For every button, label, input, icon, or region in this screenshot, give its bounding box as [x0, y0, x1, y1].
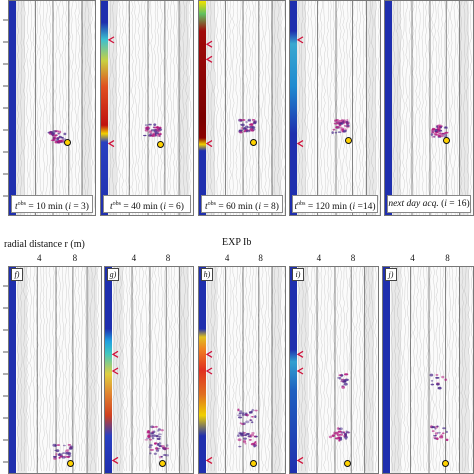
- top-panel-3: tobs = 60 min (i = 8): [198, 0, 286, 216]
- radial-tick-label: 4: [410, 253, 415, 263]
- top-panel-5: next day acq. (i = 16): [384, 0, 474, 216]
- panel-letter: g): [107, 268, 119, 281]
- well-location-marker: [344, 460, 351, 468]
- shaded-strip: [15, 1, 25, 215]
- radial-tick-label: 8: [165, 253, 171, 263]
- radargram-plot: [296, 267, 377, 473]
- bottom-panel-1: f): [8, 266, 102, 474]
- panel-caption: tobs = 40 min (i = 6): [103, 195, 191, 213]
- panel-letter: j): [385, 268, 397, 281]
- well-location-marker: [345, 137, 353, 145]
- well-location-marker: [159, 460, 166, 468]
- shaded-strip: [179, 267, 189, 473]
- saturation-colorbar: [105, 267, 112, 473]
- shaded-strip: [391, 267, 401, 473]
- top-panel-1: tobs = 10 min (i = 3): [8, 0, 96, 216]
- radargram-plot: [205, 1, 285, 215]
- panel-letter: h): [201, 268, 213, 281]
- saturation-colorbar: [290, 1, 297, 215]
- radargram-plot: [111, 267, 193, 473]
- experiment-label: EXP Ib: [222, 237, 252, 248]
- radial-tick-label: 8: [445, 253, 450, 263]
- well-location-marker: [63, 139, 71, 147]
- shaded-strip: [298, 267, 308, 473]
- shaded-strip: [17, 267, 27, 473]
- panel-caption: next day acq. (i = 16): [387, 195, 471, 213]
- shaded-strip: [364, 267, 374, 473]
- shaded-strip: [205, 1, 215, 215]
- panel-caption: tobs = 60 min (i = 8): [201, 195, 283, 213]
- saturation-colorbar: [385, 1, 392, 215]
- panel-caption: tobs = 120 min (i =14): [292, 195, 378, 213]
- radial-tick-label: 8: [258, 253, 263, 263]
- radargram-plot: [107, 1, 192, 215]
- well-location-marker: [441, 460, 449, 468]
- bottom-panel-3: h): [198, 266, 286, 474]
- radial-tick-label: 4: [131, 253, 137, 263]
- shaded-strip: [81, 1, 91, 215]
- well-location-marker: [67, 460, 75, 468]
- bottom-panel-2: g): [104, 266, 194, 474]
- saturation-colorbar: [199, 1, 206, 215]
- radial-tick-label: 4: [316, 253, 322, 263]
- axis-label: radial distance r (m): [4, 239, 85, 250]
- radargram-plot: [205, 267, 285, 473]
- saturation-colorbar: [101, 1, 108, 215]
- radial-tick-label: 4: [224, 253, 230, 263]
- radial-tick-label: 8: [72, 253, 78, 263]
- radargram-plot: [392, 1, 473, 215]
- radial-tick-label: 4: [36, 253, 42, 263]
- saturation-colorbar: [9, 267, 16, 473]
- shaded-strip: [391, 1, 401, 215]
- shaded-strip: [271, 267, 281, 473]
- well-location-marker: [250, 139, 258, 147]
- radargram-plot: [390, 267, 473, 473]
- bottom-panel-5: j): [382, 266, 474, 474]
- shaded-strip: [459, 1, 469, 215]
- saturation-colorbar: [383, 267, 390, 473]
- panel-letter: i): [292, 268, 304, 281]
- well-location-marker: [157, 141, 165, 149]
- top-panel-2: tobs = 40 min (i = 6): [100, 0, 194, 216]
- bottom-panel-4: i): [289, 266, 379, 474]
- shaded-strip: [107, 1, 117, 215]
- saturation-colorbar: [199, 267, 206, 473]
- saturation-colorbar: [9, 1, 16, 215]
- radargram-plot: [16, 1, 95, 215]
- depth-axis: [3, 19, 8, 463]
- shaded-strip: [459, 267, 469, 473]
- panel-letter: f): [11, 268, 23, 281]
- well-location-marker: [442, 137, 450, 145]
- shaded-strip: [87, 267, 97, 473]
- well-location-marker: [250, 460, 258, 468]
- radial-tick-label: 8: [350, 253, 356, 263]
- shaded-strip: [296, 1, 306, 215]
- shaded-strip: [366, 1, 376, 215]
- panel-caption: tobs = 10 min (i = 3): [11, 195, 93, 213]
- shaded-strip: [207, 267, 217, 473]
- top-panel-4: tobs = 120 min (i =14): [289, 0, 381, 216]
- radargram-plot: [296, 1, 380, 215]
- saturation-colorbar: [290, 267, 297, 473]
- shaded-strip: [113, 267, 123, 473]
- radargram-plot: [16, 267, 100, 473]
- shaded-strip: [271, 1, 281, 215]
